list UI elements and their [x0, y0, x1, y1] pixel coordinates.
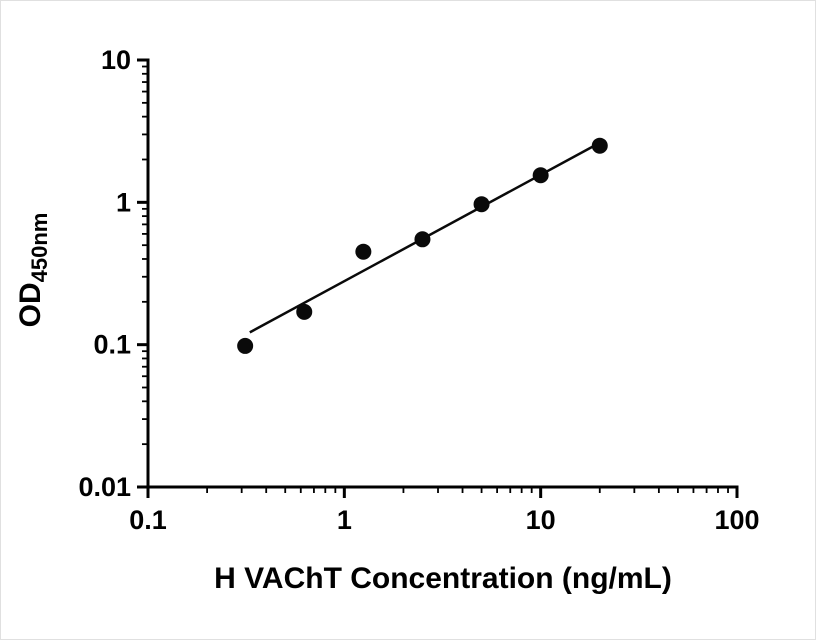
data-point [237, 337, 254, 354]
x-axis-label: H VAChT Concentration (ng/mL) [214, 562, 672, 595]
y-axis-label: OD450nm [14, 213, 52, 328]
axes-line [146, 58, 739, 489]
data-point [532, 167, 549, 184]
y-tick-label: 0.01 [78, 472, 131, 502]
y-tick-label: 10 [101, 45, 131, 75]
y-tick-label: 1 [116, 187, 131, 217]
x-tick-label: 0.1 [129, 505, 167, 535]
y-tick-label: 0.1 [93, 330, 131, 360]
y-axis-label-main: OD [14, 282, 47, 327]
data-point [355, 243, 372, 260]
y-axis-label-subscript: 450nm [27, 213, 52, 283]
data-point [591, 137, 608, 154]
x-tick-label: 10 [526, 505, 556, 535]
data-point [296, 303, 313, 320]
data-point [414, 231, 431, 248]
x-axis-label-text: H VAChT Concentration (ng/mL) [214, 562, 672, 595]
x-tick-label: 1 [337, 505, 352, 535]
x-tick-label: 100 [714, 505, 759, 535]
data-point [473, 196, 490, 213]
